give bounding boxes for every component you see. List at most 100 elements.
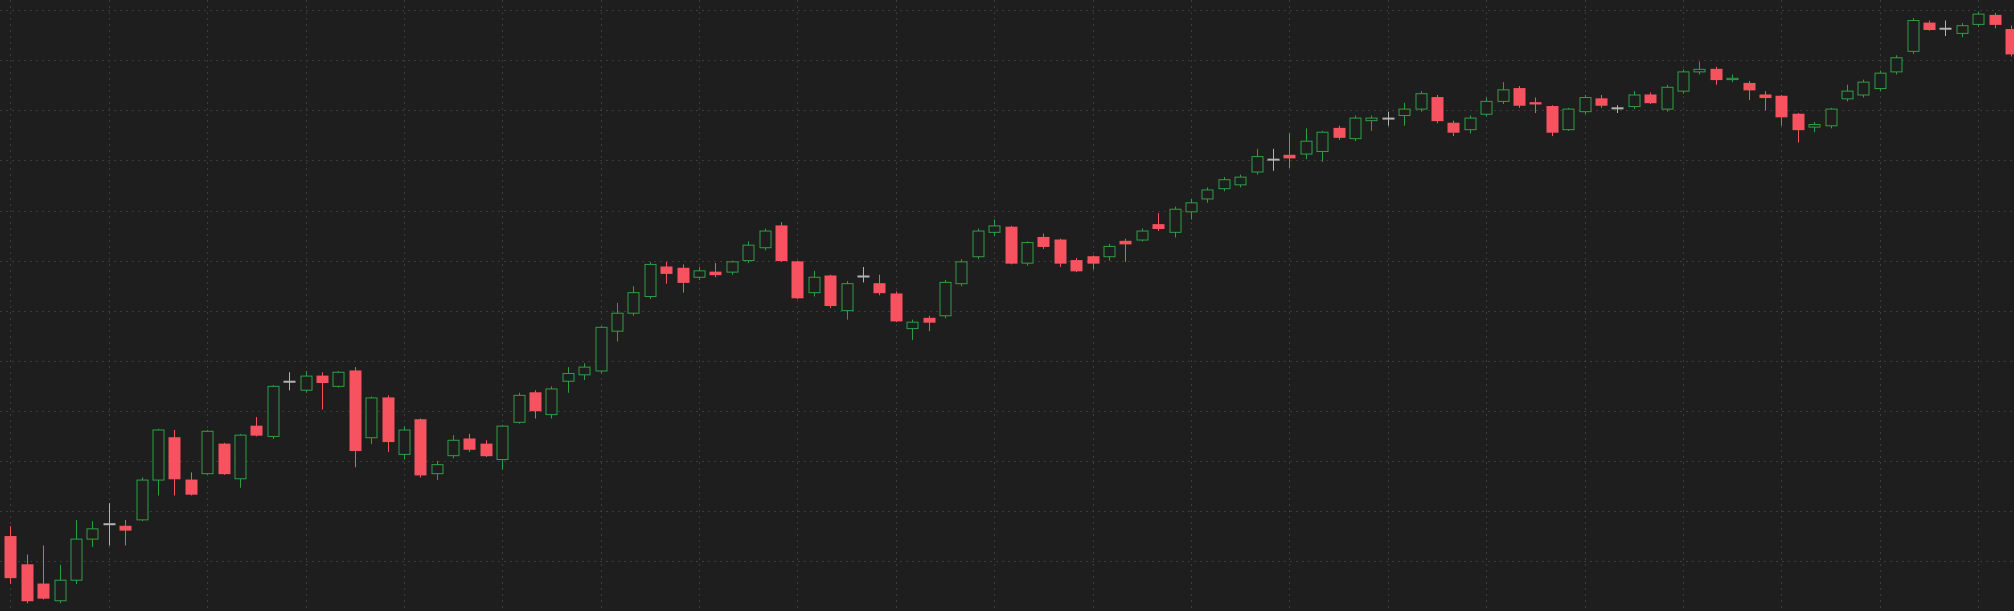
candle-body — [660, 266, 673, 274]
candle-body — [185, 479, 198, 495]
candle-body — [677, 267, 690, 283]
candle-body — [4, 536, 17, 579]
candle-body — [1841, 90, 1854, 100]
candle-body — [447, 439, 460, 457]
candle-body — [398, 429, 411, 455]
candle-body — [1415, 93, 1428, 110]
candle-body — [1103, 245, 1116, 258]
candle-body — [103, 523, 116, 526]
candle-body — [1218, 179, 1231, 190]
candle-body — [742, 244, 755, 262]
candle-body — [70, 538, 83, 581]
candle-body — [1267, 158, 1280, 161]
candle-body — [1972, 13, 1985, 25]
candle-body — [1808, 124, 1821, 128]
candle-body — [463, 438, 476, 450]
candle-body — [1939, 27, 1952, 30]
candle-body — [1792, 113, 1805, 131]
candle-body — [218, 443, 231, 475]
candle-body — [857, 275, 870, 278]
candle-body — [578, 366, 591, 376]
candle-body — [693, 270, 706, 278]
candle-body — [1775, 95, 1788, 118]
candle-body — [939, 281, 952, 317]
candle-body — [611, 312, 624, 332]
candle-body — [1989, 14, 2002, 25]
candle-body — [119, 525, 132, 531]
candle-body — [1693, 68, 1706, 73]
candle-body — [1251, 156, 1264, 173]
candle-body — [1529, 102, 1542, 105]
candle-body — [1825, 108, 1838, 127]
candle-body — [791, 261, 804, 299]
candle-body — [1201, 189, 1214, 200]
candle-body — [2005, 29, 2014, 55]
candle-body — [1857, 81, 1870, 96]
candle-body — [1333, 127, 1346, 138]
candle-body — [1185, 202, 1198, 213]
candle-body — [168, 437, 181, 480]
candle-body — [54, 579, 67, 602]
candle-body — [709, 271, 722, 276]
candle-body — [480, 443, 493, 457]
candle-body — [1431, 97, 1444, 122]
candle-body — [283, 380, 296, 383]
candle-body — [529, 392, 542, 412]
candle-body — [1923, 22, 1936, 31]
candle-body — [1595, 98, 1608, 106]
candle-body — [1874, 72, 1887, 90]
candle-body — [414, 419, 427, 476]
candle-body — [136, 479, 149, 521]
candle-body — [1005, 226, 1018, 264]
candle-body — [1119, 240, 1132, 245]
candle-body — [775, 225, 788, 262]
candle-body — [824, 275, 837, 307]
candle-body — [332, 371, 345, 387]
candle-body — [923, 317, 936, 323]
candle-body — [1628, 94, 1641, 108]
candle-body — [267, 385, 280, 437]
candle-body — [1087, 256, 1100, 264]
candle-body — [1037, 236, 1050, 247]
candle-body — [1234, 176, 1247, 186]
candle-body — [1152, 224, 1165, 229]
candle-body — [1136, 230, 1149, 241]
candle-body — [627, 292, 640, 314]
candle-body — [496, 425, 509, 461]
candle-body — [955, 261, 968, 285]
candle-body — [562, 373, 575, 382]
candle-body — [152, 429, 165, 481]
candle-body — [1349, 117, 1362, 140]
candle-body — [1070, 260, 1083, 272]
candle-body — [513, 394, 526, 423]
candle-body — [906, 321, 919, 330]
candle-body — [1480, 100, 1493, 115]
candle-body — [21, 564, 34, 602]
candle-body — [1513, 88, 1526, 106]
candle-body — [1054, 239, 1067, 264]
candle-body — [1956, 25, 1969, 34]
candle-body — [644, 263, 657, 298]
candle-body — [1907, 20, 1920, 52]
candle-body — [250, 425, 263, 436]
candle-body — [1464, 117, 1477, 131]
candle-body — [808, 276, 821, 294]
candle-body — [1283, 154, 1296, 159]
candle-body — [1169, 208, 1182, 233]
candle-body — [726, 261, 739, 273]
candle-body — [1316, 131, 1329, 152]
candle-body — [1579, 97, 1592, 113]
candle-body — [1644, 94, 1657, 104]
candle-body — [300, 375, 313, 391]
candle-body — [972, 230, 985, 258]
candle-body — [1677, 71, 1690, 92]
candle-body — [1611, 107, 1624, 110]
candle-body — [201, 430, 214, 475]
candle-body — [873, 283, 886, 294]
candle-body — [988, 225, 1001, 233]
candle-body — [1546, 106, 1559, 133]
candle-body — [545, 388, 558, 416]
candle-body — [1497, 89, 1510, 102]
